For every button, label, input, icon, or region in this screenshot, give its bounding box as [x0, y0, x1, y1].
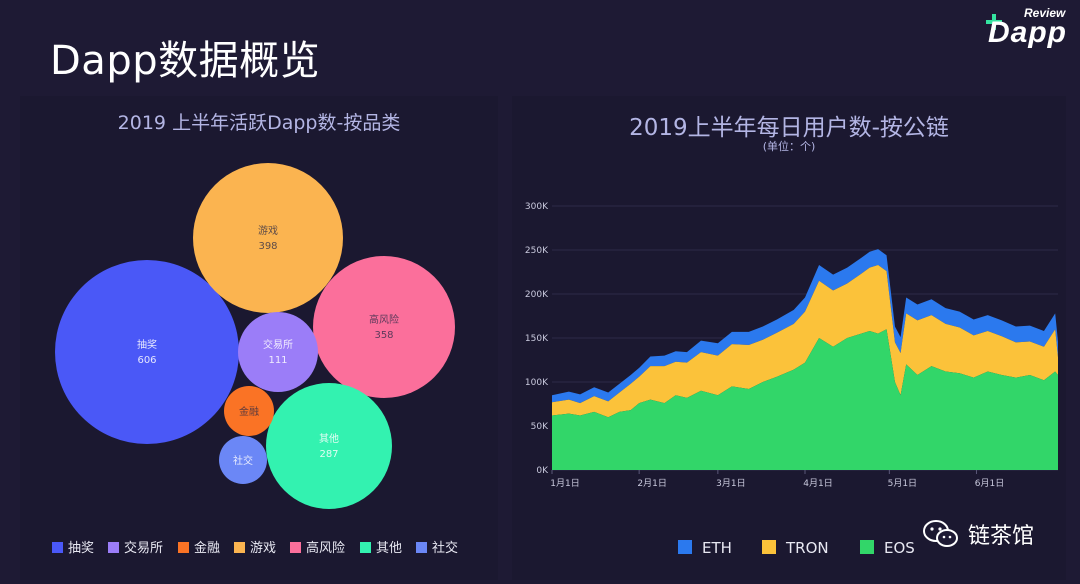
legend-item-2[interactable]: 金融 — [178, 540, 220, 556]
y-tick-label: 250K — [525, 246, 549, 256]
area-series-tron[interactable] — [552, 264, 1058, 418]
legend-label: 交易所 — [124, 540, 163, 556]
bubble-6[interactable]: 社交 — [219, 436, 267, 484]
legend-swatch — [178, 542, 189, 553]
x-tick-label: 2月1日 — [637, 478, 666, 489]
bubble-circle[interactable] — [219, 436, 267, 484]
legend-label: ETH — [702, 539, 732, 557]
y-tick-label: 0K — [536, 466, 549, 476]
legend-swatch — [52, 542, 63, 553]
x-tick-label: 1月1日 — [550, 478, 579, 489]
wechat-watermark: 链茶馆 — [922, 518, 1034, 550]
bubble-label: 游戏 — [258, 224, 278, 237]
x-tick-label: 4月1日 — [803, 478, 832, 489]
y-tick-label: 200K — [525, 290, 549, 300]
area-chart-title: 2019上半年每日用户数-按公链 — [629, 115, 949, 141]
bubble-value: 287 — [319, 449, 338, 460]
area-series-eos[interactable] — [552, 329, 1058, 470]
x-tick-label: 5月1日 — [888, 478, 917, 489]
bubble-label: 抽奖 — [137, 338, 157, 351]
bubble-4[interactable]: 其他 287 — [266, 383, 392, 509]
bubble-circle[interactable] — [266, 383, 392, 509]
legend-item-3[interactable]: 游戏 — [234, 541, 276, 556]
legend-item-4[interactable]: 高风险 — [290, 540, 345, 556]
x-tick-label: 6月1日 — [975, 478, 1004, 489]
bubble-5[interactable]: 金融 — [224, 386, 274, 436]
bubble-circle[interactable] — [193, 163, 343, 313]
legend-item-1[interactable]: 交易所 — [108, 540, 163, 556]
legend-item-eth[interactable]: ETH — [678, 539, 732, 557]
legend-swatch — [108, 542, 119, 553]
legend-label: 高风险 — [306, 540, 345, 556]
bubble-label: 金融 — [239, 405, 259, 418]
dapp-review-logo: Review Dapp — [984, 6, 1076, 50]
legend-label: 抽奖 — [68, 541, 94, 556]
bubble-label: 社交 — [233, 454, 253, 467]
legend-item-5[interactable]: 其他 — [360, 541, 402, 556]
y-tick-label: 100K — [525, 378, 549, 388]
legend-swatch — [762, 540, 776, 554]
bubble-chart-title: 2019 上半年活跃Dapp数-按品类 — [117, 112, 401, 134]
wechat-icon — [923, 520, 958, 547]
bubble-label: 高风险 — [369, 313, 399, 326]
logo-dapp-text: Dapp — [988, 16, 1067, 49]
legend-label: 社交 — [432, 540, 458, 556]
y-tick-label: 50K — [531, 422, 549, 432]
area-chart: 0K 50K 100K 150K 200K 250K 300K 1月1日 2月1日 3月1日 4月1… — [525, 202, 1058, 557]
legend-label: EOS — [884, 539, 915, 557]
bubble-3[interactable]: 交易所 111 — [238, 312, 318, 392]
legend-label: 游戏 — [250, 541, 276, 556]
legend-item-tron[interactable]: TRON — [762, 539, 829, 557]
legend-swatch — [860, 540, 874, 554]
area-series-eth[interactable] — [552, 249, 1058, 404]
legend-item-0[interactable]: 抽奖 — [52, 541, 94, 556]
legend-item-eos[interactable]: EOS — [860, 539, 915, 557]
bubble-label: 交易所 — [263, 338, 293, 351]
bubble-value: 606 — [137, 355, 156, 366]
bubble-value: 111 — [268, 355, 287, 366]
legend-label: 其他 — [376, 541, 402, 556]
category-bubble-chart-panel: 2019 上半年活跃Dapp数-按品类 抽奖 606 游戏 398 高风险 358 交易所 1… — [20, 96, 498, 580]
page-title: Dapp数据概览 — [50, 38, 321, 84]
bubble-circle[interactable] — [313, 256, 455, 398]
bubble-label: 其他 — [319, 432, 339, 445]
legend-swatch — [678, 540, 692, 554]
legend-swatch — [416, 542, 427, 553]
bubble-value: 358 — [374, 330, 393, 341]
x-tick-label: 3月1日 — [716, 478, 745, 489]
legend-swatch — [234, 542, 245, 553]
bubble-0[interactable]: 抽奖 606 — [55, 260, 239, 444]
y-tick-label: 150K — [525, 334, 549, 344]
area-chart-subtitle: (单位：个) — [762, 140, 816, 153]
legend-swatch — [290, 542, 301, 553]
bubble-2[interactable]: 高风险 358 — [313, 256, 455, 398]
logo-plus-icon — [986, 14, 1002, 30]
y-tick-label: 300K — [525, 202, 549, 212]
legend-swatch — [360, 542, 371, 553]
bubble-1[interactable]: 游戏 398 — [193, 163, 343, 313]
legend-label: TRON — [785, 539, 829, 557]
logo-review-text: Review — [1024, 6, 1066, 20]
bubble-value: 398 — [258, 241, 277, 252]
chain-area-chart-panel: 2019上半年每日用户数-按公链 (单位：个) 0K 50K 100K 150K 200… — [512, 96, 1066, 580]
bubble-circle[interactable] — [224, 386, 274, 436]
legend-item-6[interactable]: 社交 — [416, 540, 458, 556]
legend-label: 金融 — [194, 540, 220, 556]
bubble-circle[interactable] — [55, 260, 239, 444]
watermark-text: 链茶馆 — [968, 524, 1035, 549]
bubble-circle[interactable] — [238, 312, 318, 392]
